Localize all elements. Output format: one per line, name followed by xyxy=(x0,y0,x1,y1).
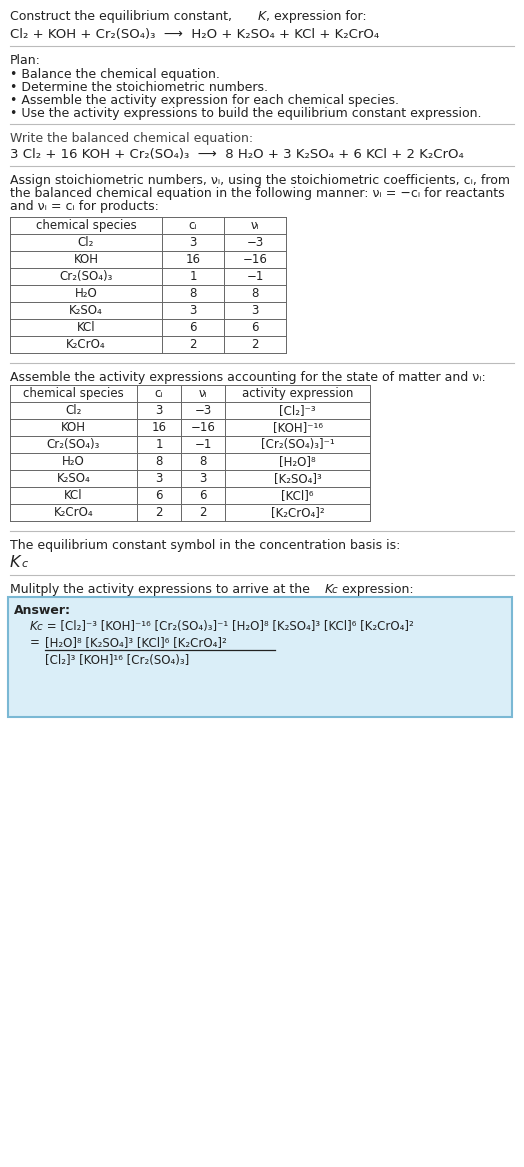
Text: • Determine the stoichiometric numbers.: • Determine the stoichiometric numbers. xyxy=(10,81,268,95)
Text: Cr₂(SO₄)₃: Cr₂(SO₄)₃ xyxy=(47,438,100,450)
Text: • Use the activity expressions to build the equilibrium constant expression.: • Use the activity expressions to build … xyxy=(10,107,482,120)
Text: 3: 3 xyxy=(252,303,259,317)
Text: −1: −1 xyxy=(246,270,264,284)
Text: [Cl₂]³ [KOH]¹⁶ [Cr₂(SO₄)₃]: [Cl₂]³ [KOH]¹⁶ [Cr₂(SO₄)₃] xyxy=(45,654,189,668)
Text: [H₂O]⁸ [K₂SO₄]³ [KCl]⁶ [K₂CrO₄]²: [H₂O]⁸ [K₂SO₄]³ [KCl]⁶ [K₂CrO₄]² xyxy=(45,636,227,649)
Text: Assign stoichiometric numbers, νᵢ, using the stoichiometric coefficients, cᵢ, fr: Assign stoichiometric numbers, νᵢ, using… xyxy=(10,174,510,187)
Text: The equilibrium constant symbol in the concentration basis is:: The equilibrium constant symbol in the c… xyxy=(10,539,400,552)
FancyBboxPatch shape xyxy=(8,598,512,717)
Text: 16: 16 xyxy=(185,253,201,266)
Text: 2: 2 xyxy=(251,338,259,351)
Text: [KCl]⁶: [KCl]⁶ xyxy=(281,489,314,502)
Text: Construct the equilibrium constant,: Construct the equilibrium constant, xyxy=(10,11,236,23)
Text: K₂CrO₄: K₂CrO₄ xyxy=(66,338,106,351)
Text: cᵢ: cᵢ xyxy=(189,219,197,232)
Text: chemical species: chemical species xyxy=(23,387,124,400)
Text: [KOH]⁻¹⁶: [KOH]⁻¹⁶ xyxy=(272,421,322,434)
Text: 3: 3 xyxy=(155,404,162,417)
Text: KCl: KCl xyxy=(77,321,95,334)
Text: −1: −1 xyxy=(194,438,212,450)
Text: 8: 8 xyxy=(155,455,162,468)
Text: 8: 8 xyxy=(199,455,206,468)
Text: 2: 2 xyxy=(189,338,196,351)
Text: K: K xyxy=(325,584,333,596)
Text: activity expression: activity expression xyxy=(242,387,353,400)
Text: 2: 2 xyxy=(155,506,163,519)
Text: K₂SO₄: K₂SO₄ xyxy=(57,471,90,485)
Text: the balanced chemical equation in the following manner: νᵢ = −cᵢ for reactants: the balanced chemical equation in the fo… xyxy=(10,187,505,200)
Text: 3: 3 xyxy=(189,236,196,249)
Text: 1: 1 xyxy=(189,270,196,284)
Text: =: = xyxy=(30,636,40,649)
Text: [K₂CrO₄]²: [K₂CrO₄]² xyxy=(271,506,324,519)
Text: cᵢ: cᵢ xyxy=(155,387,163,400)
Text: 3: 3 xyxy=(189,303,196,317)
Text: Cl₂: Cl₂ xyxy=(66,404,82,417)
Text: 3: 3 xyxy=(199,471,206,485)
Text: c: c xyxy=(37,622,43,633)
Text: expression:: expression: xyxy=(338,584,413,596)
Text: c: c xyxy=(332,585,338,595)
Text: Cr₂(SO₄)₃: Cr₂(SO₄)₃ xyxy=(59,270,113,284)
Text: H₂O: H₂O xyxy=(62,455,85,468)
Text: 6: 6 xyxy=(199,489,207,502)
Text: 3 Cl₂ + 16 KOH + Cr₂(SO₄)₃  ⟶  8 H₂O + 3 K₂SO₄ + 6 KCl + 2 K₂CrO₄: 3 Cl₂ + 16 KOH + Cr₂(SO₄)₃ ⟶ 8 H₂O + 3 K… xyxy=(10,148,464,161)
Text: H₂O: H₂O xyxy=(74,287,97,300)
Text: K: K xyxy=(10,555,20,569)
Text: K: K xyxy=(30,620,38,633)
Text: [Cr₂(SO₄)₃]⁻¹: [Cr₂(SO₄)₃]⁻¹ xyxy=(260,438,334,450)
Text: [Cl₂]⁻³: [Cl₂]⁻³ xyxy=(279,404,316,417)
Text: Cl₂ + KOH + Cr₂(SO₄)₃  ⟶  H₂O + K₂SO₄ + KCl + K₂CrO₄: Cl₂ + KOH + Cr₂(SO₄)₃ ⟶ H₂O + K₂SO₄ + KC… xyxy=(10,28,379,41)
Text: Mulitply the activity expressions to arrive at the: Mulitply the activity expressions to arr… xyxy=(10,584,314,596)
Text: • Assemble the activity expression for each chemical species.: • Assemble the activity expression for e… xyxy=(10,95,399,107)
Text: −3: −3 xyxy=(194,404,212,417)
Text: Write the balanced chemical equation:: Write the balanced chemical equation: xyxy=(10,132,253,145)
Text: chemical species: chemical species xyxy=(36,219,136,232)
Text: νᵢ: νᵢ xyxy=(199,387,208,400)
Text: −3: −3 xyxy=(246,236,264,249)
Text: and νᵢ = cᵢ for products:: and νᵢ = cᵢ for products: xyxy=(10,200,159,214)
Text: c: c xyxy=(21,559,27,569)
Text: 16: 16 xyxy=(151,421,167,434)
Text: KOH: KOH xyxy=(73,253,99,266)
Text: 6: 6 xyxy=(251,321,259,334)
Text: = [Cl₂]⁻³ [KOH]⁻¹⁶ [Cr₂(SO₄)₃]⁻¹ [H₂O]⁸ [K₂SO₄]³ [KCl]⁶ [K₂CrO₄]²: = [Cl₂]⁻³ [KOH]⁻¹⁶ [Cr₂(SO₄)₃]⁻¹ [H₂O]⁸ … xyxy=(43,620,414,633)
Text: , expression for:: , expression for: xyxy=(266,11,367,23)
Text: Cl₂: Cl₂ xyxy=(78,236,94,249)
Text: νᵢ: νᵢ xyxy=(250,219,259,232)
Text: Assemble the activity expressions accounting for the state of matter and νᵢ:: Assemble the activity expressions accoun… xyxy=(10,371,486,384)
Text: −16: −16 xyxy=(243,253,267,266)
Text: 3: 3 xyxy=(155,471,162,485)
Text: 8: 8 xyxy=(189,287,196,300)
Text: • Balance the chemical equation.: • Balance the chemical equation. xyxy=(10,68,220,81)
Text: 2: 2 xyxy=(199,506,207,519)
Text: KOH: KOH xyxy=(61,421,86,434)
Text: K: K xyxy=(258,11,266,23)
Text: [H₂O]⁸: [H₂O]⁸ xyxy=(279,455,316,468)
Text: 6: 6 xyxy=(155,489,163,502)
Text: −16: −16 xyxy=(191,421,215,434)
Text: [K₂SO₄]³: [K₂SO₄]³ xyxy=(274,471,321,485)
Text: 6: 6 xyxy=(189,321,196,334)
Text: 8: 8 xyxy=(252,287,259,300)
Text: K₂CrO₄: K₂CrO₄ xyxy=(53,506,93,519)
Text: KCl: KCl xyxy=(64,489,83,502)
Text: Plan:: Plan: xyxy=(10,54,41,67)
Text: Answer:: Answer: xyxy=(14,605,71,617)
Text: K₂SO₄: K₂SO₄ xyxy=(69,303,103,317)
Text: 1: 1 xyxy=(155,438,163,450)
